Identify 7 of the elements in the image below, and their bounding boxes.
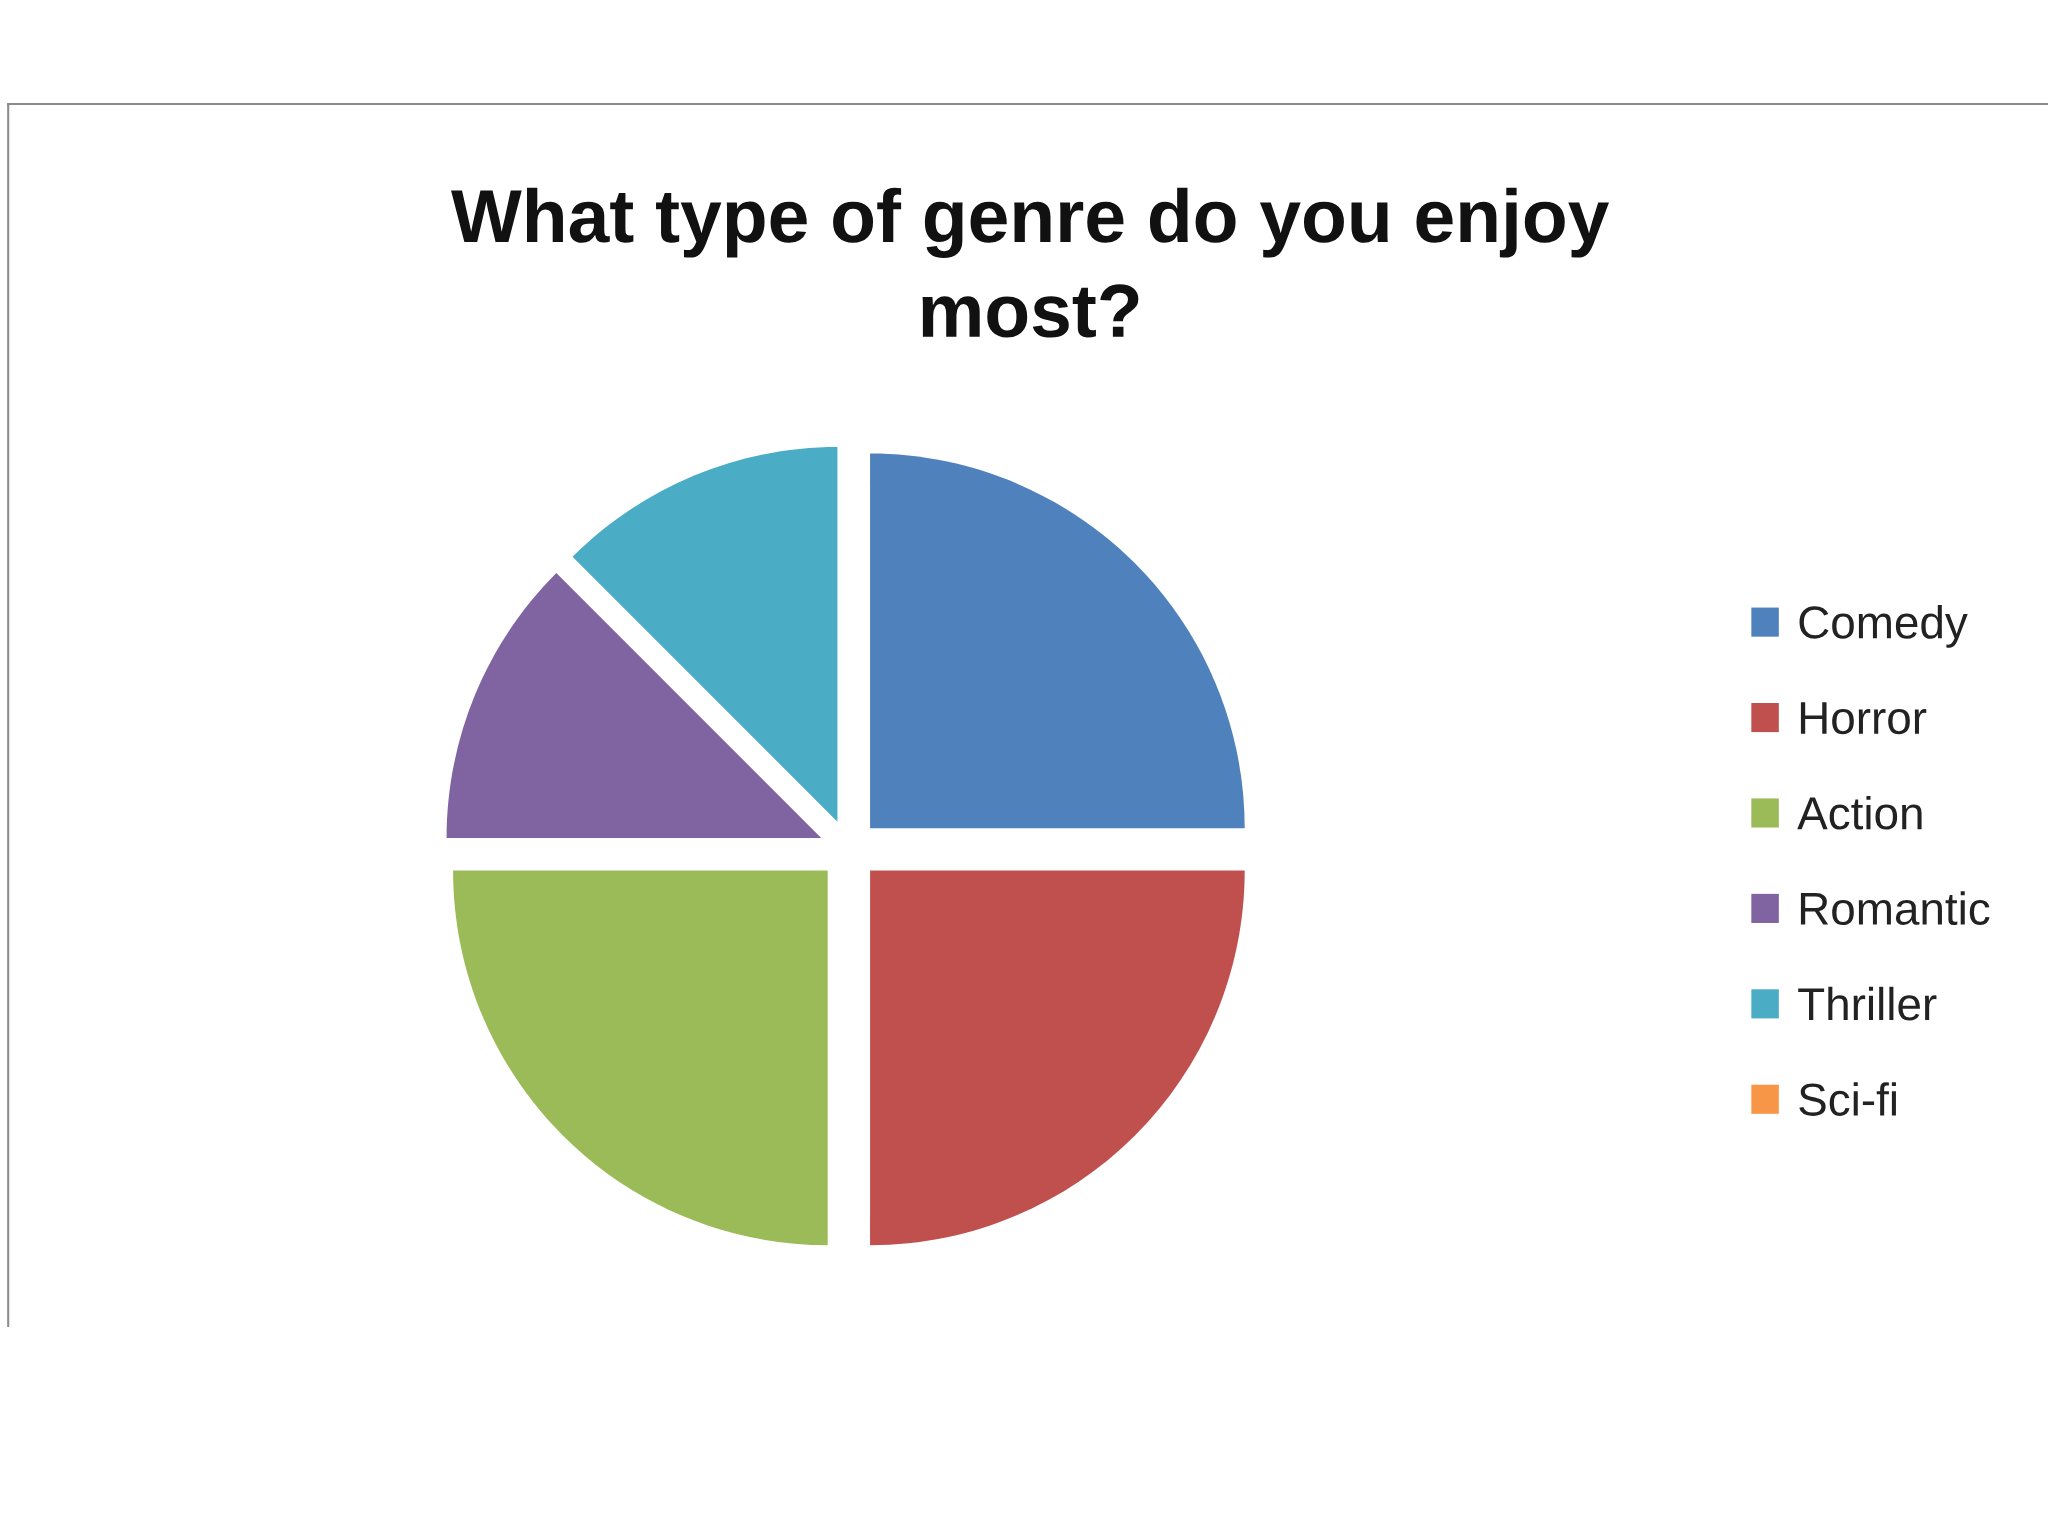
legend-label: Comedy <box>1799 605 1968 648</box>
legend-label: Sci-fi <box>1799 1082 1896 1116</box>
legend-label: Thriller <box>1798 986 1937 1021</box>
legend-label: Romantic <box>1800 891 1990 926</box>
legend-label: Horror <box>1800 702 1927 735</box>
legend-label: Action <box>1797 795 1922 830</box>
chart-title: What type of genre do you enjoy most? <box>451 187 1609 338</box>
